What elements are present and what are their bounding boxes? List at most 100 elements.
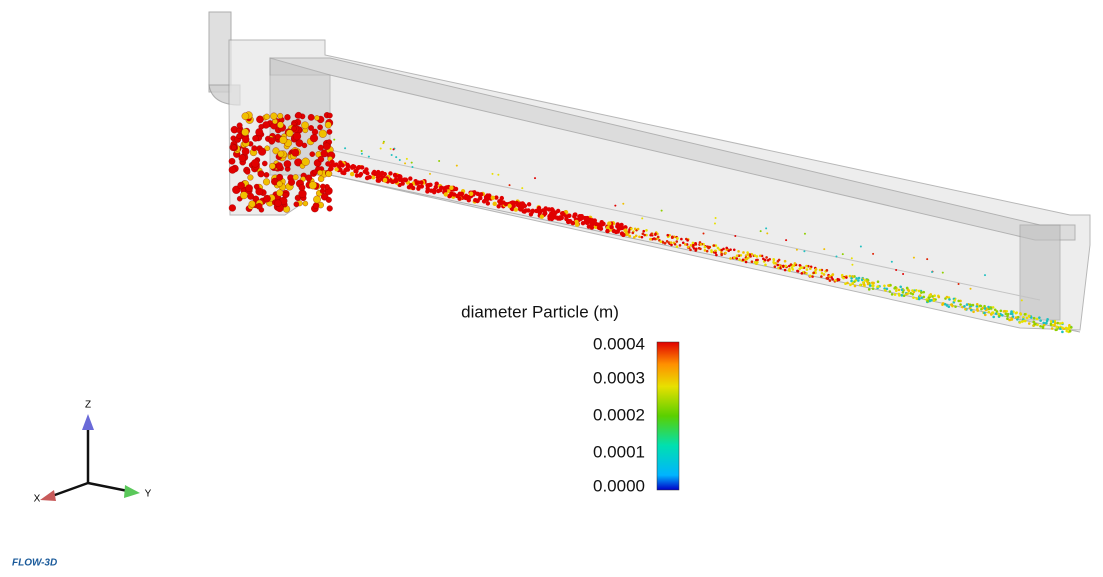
particle <box>912 296 915 299</box>
particle <box>822 273 826 276</box>
particle <box>605 228 610 234</box>
particle <box>951 304 954 308</box>
particle <box>992 315 995 319</box>
particle <box>987 310 991 314</box>
particle <box>806 264 810 268</box>
particle <box>457 196 462 201</box>
particle <box>399 177 404 183</box>
particle <box>799 266 803 269</box>
particle <box>494 195 499 200</box>
particle <box>791 268 795 271</box>
particle <box>669 241 673 244</box>
particle <box>803 232 806 235</box>
particle <box>1011 315 1015 318</box>
particle <box>1032 320 1036 324</box>
particle <box>350 164 355 170</box>
particle <box>759 230 762 233</box>
particle <box>917 289 921 293</box>
particle <box>416 184 422 190</box>
particle <box>438 188 443 193</box>
particle <box>720 250 723 254</box>
particle <box>706 245 710 248</box>
particle <box>983 274 986 277</box>
particle <box>507 203 512 209</box>
particle <box>442 188 448 194</box>
particle <box>301 157 310 166</box>
particle <box>857 276 861 280</box>
particle <box>920 296 924 299</box>
particle <box>627 230 631 234</box>
particle <box>491 172 494 175</box>
particle <box>330 160 335 165</box>
particle <box>645 233 648 237</box>
particle <box>622 202 625 205</box>
particle <box>640 235 644 239</box>
particle <box>866 280 869 283</box>
particle <box>405 157 408 160</box>
particle <box>275 162 283 170</box>
particle <box>742 251 745 254</box>
particle <box>741 258 745 262</box>
particle <box>793 262 797 265</box>
particle <box>783 268 787 272</box>
particle <box>1033 322 1036 326</box>
particle <box>724 251 727 255</box>
particle <box>410 161 413 164</box>
particle <box>521 202 526 208</box>
particle <box>272 147 280 155</box>
particle <box>976 309 980 312</box>
particle <box>1039 319 1042 322</box>
particle <box>1045 319 1049 323</box>
particle <box>753 261 757 264</box>
particle <box>641 217 644 220</box>
particle <box>898 294 901 297</box>
particle <box>991 306 995 309</box>
particle <box>705 249 709 253</box>
particle <box>971 303 975 307</box>
particle <box>615 222 620 227</box>
particle <box>1070 326 1073 329</box>
particle <box>344 147 347 150</box>
particle <box>324 121 332 129</box>
particle <box>340 170 345 175</box>
particle <box>820 271 824 275</box>
particle <box>268 137 276 145</box>
particle <box>765 227 768 230</box>
particle <box>842 276 845 280</box>
particle <box>983 307 987 310</box>
particle <box>549 216 555 222</box>
particle <box>1006 317 1009 321</box>
particle <box>897 288 901 292</box>
particle <box>317 169 323 176</box>
particle <box>633 227 637 231</box>
particle <box>538 208 543 214</box>
particle <box>251 145 258 152</box>
particle <box>920 291 923 294</box>
particle <box>645 229 648 232</box>
particle <box>968 303 972 307</box>
particle <box>746 251 749 254</box>
particle <box>777 266 780 270</box>
particle <box>909 292 913 295</box>
particle <box>795 248 798 251</box>
particle <box>1014 316 1018 319</box>
particle <box>656 235 660 239</box>
particle <box>803 250 806 253</box>
particle <box>263 194 271 203</box>
particle <box>521 187 524 190</box>
particle <box>242 135 250 144</box>
particle <box>812 271 816 275</box>
particle <box>343 167 348 173</box>
particle <box>302 200 309 207</box>
particle <box>301 121 309 130</box>
particle <box>293 201 300 208</box>
particle <box>628 234 631 238</box>
particle <box>241 112 250 120</box>
particle <box>840 273 844 277</box>
particle <box>749 255 752 258</box>
particle <box>694 247 698 251</box>
particle <box>901 291 905 294</box>
particle <box>834 279 837 282</box>
particle <box>732 248 736 252</box>
particle <box>1027 322 1031 325</box>
